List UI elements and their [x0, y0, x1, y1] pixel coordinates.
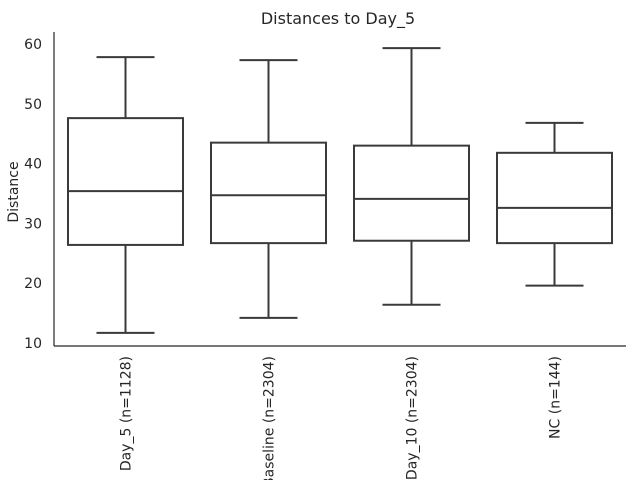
box-group — [67, 56, 184, 334]
y-tick-label: 40 — [24, 157, 42, 173]
x-tick-label: NC (n=144) — [548, 356, 564, 439]
y-tick-label: 60 — [24, 37, 42, 53]
boxes-layer — [67, 47, 613, 334]
x-tick-label: Baseline (n=2304) — [262, 356, 278, 480]
box-group — [210, 59, 327, 319]
box-group — [353, 47, 470, 306]
y-axis-label: Distance — [6, 161, 22, 222]
y-tick-label: 50 — [24, 97, 42, 113]
y-tick-label: 30 — [24, 216, 42, 232]
y-tick-label: 10 — [24, 336, 42, 352]
x-tick-label: Day_10 (n=2304) — [405, 356, 421, 480]
box-iqr — [210, 141, 327, 245]
box-iqr — [496, 151, 613, 245]
x-tick-labels: Day_5 (n=1128) Baseline (n=2304) Day_10 (n… — [119, 356, 564, 480]
chart-title: Distances to Day_5 — [261, 9, 415, 29]
box-group — [496, 121, 613, 287]
y-tick-labels: 10 20 30 40 50 60 — [24, 37, 42, 352]
y-tick-label: 20 — [24, 276, 42, 292]
box-iqr — [353, 144, 470, 242]
box-iqr — [67, 117, 184, 246]
x-tick-label: Day_5 (n=1128) — [119, 356, 135, 471]
axes — [53, 32, 626, 347]
